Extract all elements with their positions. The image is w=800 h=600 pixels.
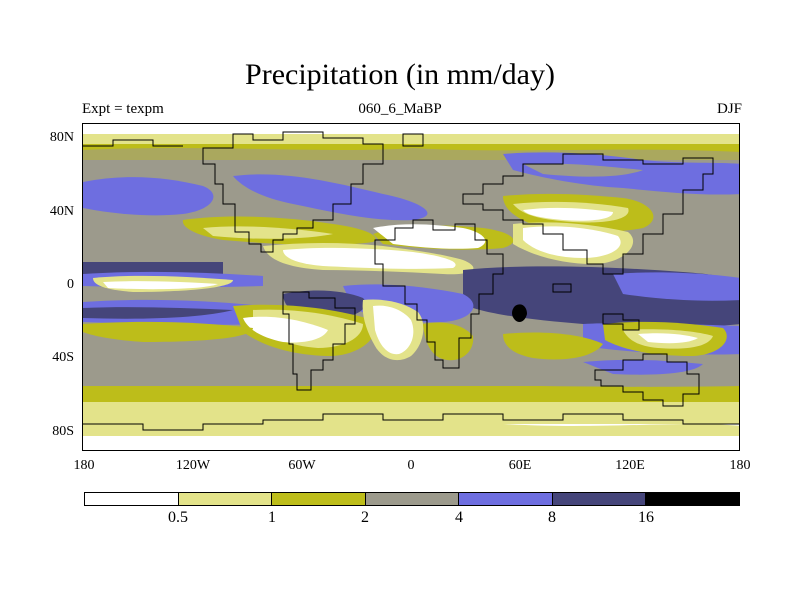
precipitation-map [82,123,740,451]
colorbar-label: 8 [548,509,556,526]
x-axis-label-60e: 60E [508,458,532,473]
map-title: Precipitation (in mm/day) [245,58,555,91]
colorbar-segment [365,493,460,505]
colorbar-segment [272,493,366,505]
colorbar-segment [552,493,647,505]
colorbar-segment [85,493,179,505]
colorbar-segment [459,493,553,505]
colorbar-segment [646,493,740,505]
colorbar-label: 1 [268,509,276,526]
x-axis-label-180w: 180 [73,458,95,473]
experiment-label: Expt = texpm [82,101,164,117]
x-axis-label-120e: 120E [615,458,645,473]
precipitation-contours [83,124,739,450]
colorbar-label: 0.5 [168,509,188,526]
colorbar-segment [178,493,273,505]
y-axis-label-80n: 80N [49,130,74,145]
run-label: 060_6_MaBP [358,101,442,117]
colorbar-label: 2 [361,509,369,526]
colorbar-label: 16 [638,509,654,526]
y-axis-label-40s: 40S [52,350,74,365]
x-axis-label-60w: 60W [288,458,316,473]
x-axis-label-180e: 180 [729,458,751,473]
x-axis-label-0: 0 [407,458,415,473]
colorbar-label: 4 [455,509,463,526]
x-axis-label-120w: 120W [175,458,211,473]
season-label: DJF [716,101,742,117]
y-axis-label-40n: 40N [49,204,74,219]
colorbar [84,492,740,506]
y-axis-label-eq: 0 [67,277,74,292]
y-axis-label-80s: 80S [52,424,74,439]
